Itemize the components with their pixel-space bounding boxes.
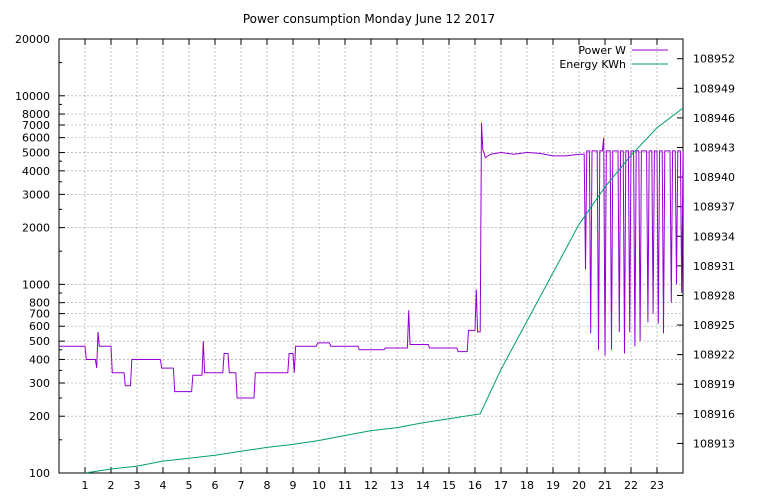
y-left-tick-label: 5000 [22,147,50,160]
y-right-tick-label: 108928 [693,289,735,302]
x-tick-label: 11 [338,479,352,492]
x-tick-label: 12 [364,479,378,492]
x-tick-label: 5 [186,479,193,492]
x-tick-label: 15 [442,479,456,492]
y-left-tick-label: 700 [29,308,50,321]
y-right-tick-label: 108925 [693,319,735,332]
x-tick-label: 13 [390,479,404,492]
x-tick-label: 14 [416,479,430,492]
chart-title: Power consumption Monday June 12 2017 [243,12,495,26]
y-left-tick-label: 6000 [22,132,50,145]
x-tick-label: 22 [624,479,638,492]
x-tick-label: 1 [82,479,89,492]
y-right-tick-label: 108946 [693,112,735,125]
y-left-tick-label: 100 [29,467,50,480]
y-right-tick-label: 108952 [693,53,735,66]
x-tick-label: 18 [520,479,534,492]
y-left-tick-label: 2000 [22,222,50,235]
y-right-tick-label: 108919 [693,378,735,391]
x-tick-label: 19 [546,479,560,492]
y-right-tick-label: 108916 [693,408,735,421]
y-left-tick-label: 300 [29,377,50,390]
y-left-tick-label: 3000 [22,188,50,201]
y-left-tick-label: 200 [29,410,50,423]
y-right-tick-label: 108913 [693,437,735,450]
y-left-tick-label: 8000 [22,108,50,121]
x-tick-label: 3 [134,479,141,492]
y-right-tick-label: 108937 [693,201,735,214]
x-tick-label: 21 [598,479,612,492]
y-left-tick-label: 500 [29,335,50,348]
y-left-tick-label: 10000 [15,90,50,103]
y-left-tick-label: 4000 [22,165,50,178]
y-right-tick-label: 108949 [693,82,735,95]
x-tick-label: 23 [650,479,664,492]
x-tick-label: 8 [264,479,271,492]
grid [59,38,683,474]
x-tick-label: 20 [572,479,586,492]
y-left-tick-label: 1000 [22,278,50,291]
x-tick-label: 16 [468,479,482,492]
y-right-tick-label: 108943 [693,142,735,155]
y-left-tick-label: 600 [29,320,50,333]
x-tick-label: 17 [494,479,508,492]
plot-border [58,38,684,474]
series-line-power-w [59,122,683,399]
y-left-tick-label: 7000 [22,119,50,132]
axes: 1 2 3 4 5 6 7 8 9 10 11 12 13 14 15 16 17 18 19 20 21 22 23100… [15,33,735,492]
x-tick-label: 6 [212,479,219,492]
y-left-tick-label: 20000 [15,33,50,46]
x-tick-label: 9 [290,479,297,492]
series-layer [59,107,683,473]
x-tick-label: 10 [312,479,326,492]
y-right-tick-label: 108940 [693,171,735,184]
legend-label: Power W [578,44,626,57]
x-tick-label: 7 [238,479,245,492]
y-left-tick-label: 400 [29,353,50,366]
y-right-tick-label: 108934 [693,230,735,243]
series-line-energy-kwh [84,107,683,473]
y-right-tick-label: 108922 [693,349,735,362]
y-right-tick-label: 108931 [693,260,735,273]
legend-label: Energy KWh [559,58,626,71]
y-left-tick-label: 800 [29,297,50,310]
x-tick-label: 2 [108,479,115,492]
x-tick-label: 4 [160,479,167,492]
